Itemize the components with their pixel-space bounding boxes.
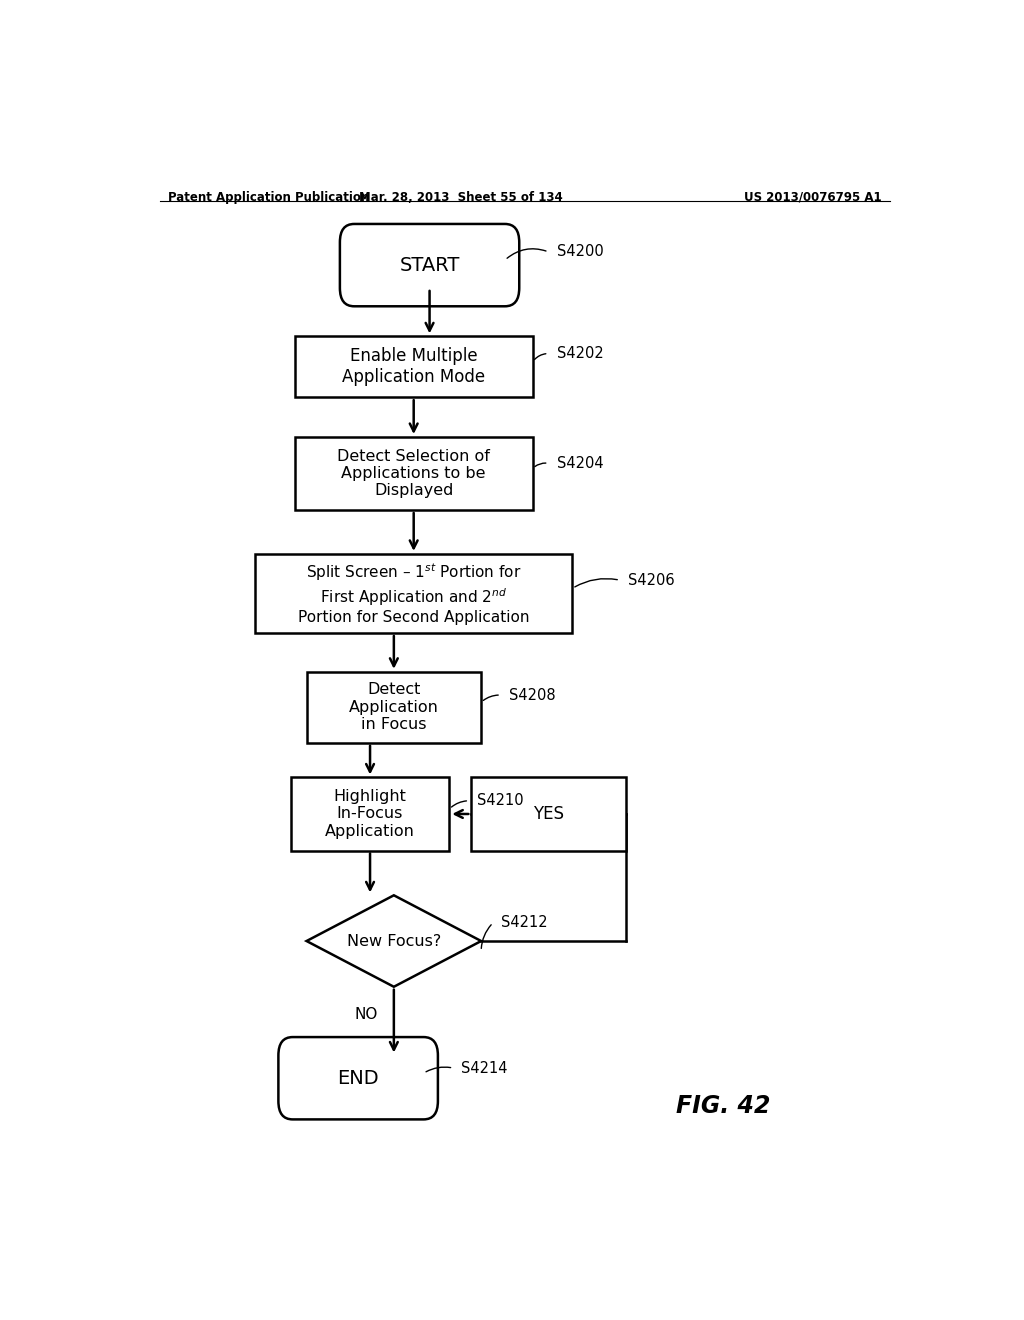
- Text: NO: NO: [354, 1007, 378, 1022]
- Text: Highlight
In-Focus
Application: Highlight In-Focus Application: [325, 789, 415, 840]
- Text: S4212: S4212: [501, 915, 548, 931]
- Text: Detect
Application
in Focus: Detect Application in Focus: [349, 682, 439, 733]
- Bar: [295, 437, 532, 510]
- FancyBboxPatch shape: [279, 1038, 438, 1119]
- Text: S4202: S4202: [557, 346, 603, 362]
- Bar: [295, 337, 532, 397]
- FancyBboxPatch shape: [340, 224, 519, 306]
- Text: S4206: S4206: [628, 573, 675, 587]
- Text: S4200: S4200: [557, 244, 603, 260]
- Bar: [291, 777, 450, 850]
- Text: Patent Application Publication: Patent Application Publication: [168, 191, 369, 203]
- Text: Enable Multiple
Application Mode: Enable Multiple Application Mode: [342, 347, 485, 387]
- Text: Split Screen – 1$^{st}$ Portion for
First Application and 2$^{nd}$
Portion for S: Split Screen – 1$^{st}$ Portion for Firs…: [298, 561, 529, 626]
- Text: S4214: S4214: [461, 1060, 508, 1076]
- Text: New Focus?: New Focus?: [347, 933, 441, 949]
- Text: S4208: S4208: [509, 688, 556, 702]
- Polygon shape: [306, 895, 481, 987]
- Text: YES: YES: [534, 805, 564, 822]
- Text: S4210: S4210: [477, 793, 524, 808]
- Bar: [255, 554, 572, 634]
- Bar: [306, 672, 481, 743]
- Text: S4204: S4204: [557, 455, 603, 471]
- Bar: [471, 777, 626, 850]
- Text: START: START: [399, 256, 460, 275]
- Text: END: END: [337, 1069, 379, 1088]
- Text: FIG. 42: FIG. 42: [676, 1094, 770, 1118]
- Text: US 2013/0076795 A1: US 2013/0076795 A1: [744, 191, 882, 203]
- Text: Detect Selection of
Applications to be
Displayed: Detect Selection of Applications to be D…: [337, 449, 490, 499]
- Text: Mar. 28, 2013  Sheet 55 of 134: Mar. 28, 2013 Sheet 55 of 134: [359, 191, 563, 203]
